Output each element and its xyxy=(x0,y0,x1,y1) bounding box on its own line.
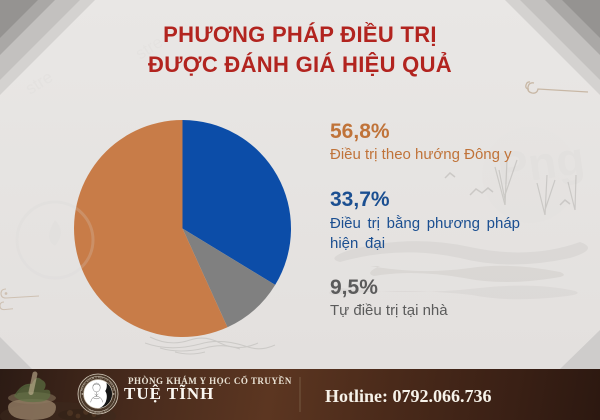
svg-text:stre: stre xyxy=(22,67,56,98)
svg-text:stre: stre xyxy=(132,32,166,63)
